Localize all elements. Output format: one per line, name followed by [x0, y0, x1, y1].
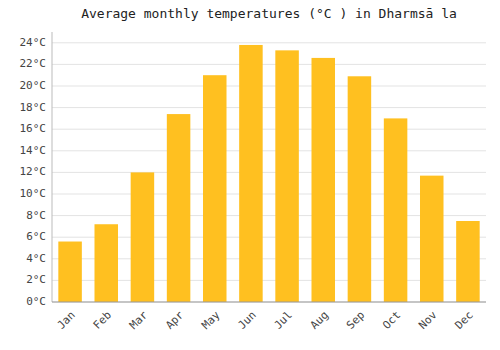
x-tick-label: Feb	[91, 309, 114, 332]
bar	[384, 118, 408, 302]
bar	[275, 50, 299, 302]
x-tick-label: Jun	[235, 309, 258, 332]
y-tick-label: 4°C	[26, 252, 46, 265]
bar	[131, 172, 155, 302]
bar	[420, 176, 444, 302]
x-tick-label: Sep	[344, 309, 367, 332]
x-tick-label: Nov	[416, 308, 440, 332]
y-tick-label: 0°C	[26, 295, 46, 308]
y-tick-label: 24°C	[20, 36, 47, 49]
y-tick-label: 22°C	[20, 57, 47, 70]
grid-line	[52, 86, 486, 87]
y-tick-label: 18°C	[20, 101, 47, 114]
x-tick-label: Aug	[308, 309, 331, 332]
grid-line	[52, 172, 486, 173]
grid-line	[52, 107, 486, 108]
x-tick-label: Oct	[380, 309, 403, 332]
y-tick-label: 20°C	[20, 79, 47, 92]
bar	[167, 114, 191, 302]
chart: 0°C 2°C 4°C 6°C 8°C 10°C 12°C 14°C 16°C 18°C 20°C 2…	[0, 0, 500, 350]
bar	[456, 221, 480, 302]
grid-line	[52, 64, 486, 65]
bars	[58, 45, 479, 302]
x-tick-label: Apr	[163, 308, 187, 332]
grid-line	[52, 150, 486, 151]
bar	[203, 75, 227, 302]
x-tick-label: Mar	[127, 308, 151, 332]
bar	[94, 224, 118, 302]
y-tick-label: 6°C	[26, 230, 46, 243]
y-tick-label: 14°C	[20, 144, 47, 157]
y-axis-line	[52, 32, 53, 302]
y-tick-label: 8°C	[26, 209, 46, 222]
y-tick-label: 2°C	[26, 273, 46, 286]
x-tick-label: May	[199, 308, 223, 332]
bar	[348, 76, 372, 302]
x-tick-label: Jul	[272, 309, 295, 332]
x-tick-label: Jan	[55, 309, 78, 332]
x-tick-label: Dec	[452, 309, 475, 332]
bar	[58, 242, 82, 302]
grid-line	[52, 42, 486, 43]
bar	[311, 58, 335, 302]
y-tick-label: 10°C	[20, 187, 47, 200]
grid-line	[52, 302, 486, 303]
grid	[52, 43, 486, 302]
y-tick-label: 16°C	[20, 122, 47, 135]
bar	[239, 45, 263, 302]
y-tick-label: 12°C	[20, 165, 47, 178]
grid-line	[52, 129, 486, 130]
title: Average monthly temperatures (°C ) in Dh…	[81, 6, 457, 21]
x-axis-line	[52, 302, 486, 303]
